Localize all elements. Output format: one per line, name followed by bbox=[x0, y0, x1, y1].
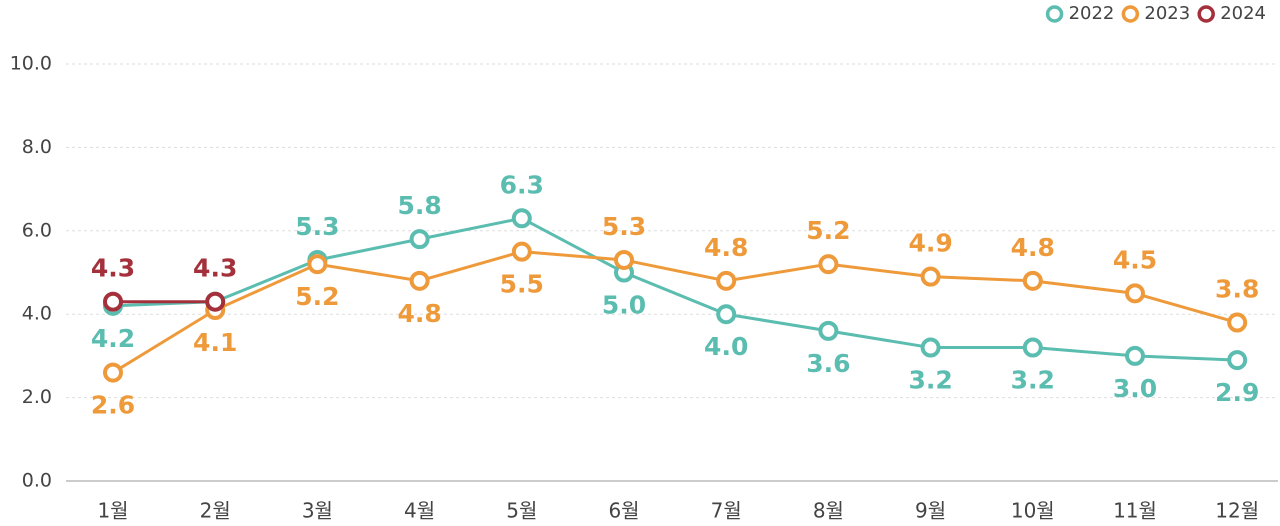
data-label: 4.1 bbox=[193, 328, 237, 357]
y-tick-label: 10.0 bbox=[10, 53, 52, 75]
data-label: 4.8 bbox=[397, 299, 441, 328]
data-label: 2.6 bbox=[91, 391, 135, 420]
point bbox=[205, 291, 226, 312]
legend-label: 2023 bbox=[1144, 3, 1190, 24]
data-label: 3.0 bbox=[1113, 374, 1157, 403]
x-tick-label: 5월 bbox=[506, 499, 537, 523]
x-tick-label: 10월 bbox=[1011, 499, 1055, 523]
data-label: 5.2 bbox=[295, 282, 339, 311]
x-tick-label: 4월 bbox=[404, 499, 435, 523]
data-label: 4.3 bbox=[193, 254, 237, 283]
y-tick-label: 8.0 bbox=[22, 136, 52, 158]
x-tick-label: 6월 bbox=[608, 499, 639, 523]
series-line bbox=[112, 216, 1238, 362]
data-label: 4.9 bbox=[908, 229, 952, 258]
data-label: 3.8 bbox=[1215, 275, 1259, 304]
data-label: 4.8 bbox=[1011, 233, 1055, 262]
point bbox=[103, 362, 123, 383]
point bbox=[1125, 345, 1145, 366]
data-label: 4.8 bbox=[704, 233, 748, 262]
data-label: 5.5 bbox=[500, 270, 544, 299]
x-tick-label: 12월 bbox=[1215, 499, 1259, 523]
data-label: 5.2 bbox=[806, 216, 850, 245]
point bbox=[716, 270, 737, 291]
series-line bbox=[112, 250, 1238, 374]
point bbox=[920, 337, 941, 358]
point bbox=[409, 270, 430, 291]
data-label: 6.3 bbox=[500, 170, 544, 199]
point bbox=[511, 241, 532, 262]
data-label: 2.9 bbox=[1215, 378, 1259, 407]
y-tick-label: 4.0 bbox=[22, 303, 52, 325]
data-label: 5.3 bbox=[602, 212, 646, 241]
y-tick-label: 2.0 bbox=[22, 386, 52, 408]
point bbox=[511, 208, 532, 229]
point bbox=[1227, 312, 1248, 333]
point bbox=[818, 254, 839, 275]
legend-marker bbox=[1197, 5, 1215, 23]
point bbox=[409, 229, 430, 250]
point bbox=[614, 249, 634, 270]
data-label: 3.6 bbox=[806, 349, 850, 378]
point bbox=[1227, 350, 1248, 371]
x-tick-label: 9월 bbox=[915, 499, 946, 523]
y-tick-label: 0.0 bbox=[22, 470, 52, 492]
x-tick-label: 2월 bbox=[200, 499, 231, 523]
point bbox=[103, 291, 123, 312]
y-tick-label: 6.0 bbox=[22, 219, 52, 241]
point bbox=[1022, 270, 1043, 291]
x-tick-label: 7월 bbox=[711, 499, 742, 523]
legend-label: 2022 bbox=[1069, 3, 1115, 24]
data-label: 3.2 bbox=[1011, 366, 1055, 395]
x-tick-label: 8월 bbox=[813, 499, 844, 523]
point bbox=[1125, 283, 1145, 304]
point bbox=[920, 266, 941, 287]
legend-marker bbox=[1045, 5, 1064, 23]
data-label: 5.8 bbox=[397, 191, 441, 220]
legend-label: 2024 bbox=[1220, 3, 1266, 24]
data-label: 3.2 bbox=[908, 366, 952, 395]
data-label: 4.2 bbox=[91, 324, 135, 353]
data-label: 4.3 bbox=[91, 254, 135, 283]
data-label: 4.0 bbox=[704, 332, 748, 361]
point bbox=[307, 254, 328, 275]
point bbox=[1022, 337, 1043, 358]
point bbox=[818, 320, 839, 341]
data-label: 4.5 bbox=[1113, 245, 1157, 274]
x-tick-label: 3월 bbox=[302, 499, 333, 523]
x-tick-label: 11월 bbox=[1113, 499, 1157, 523]
data-label: 5.3 bbox=[295, 212, 339, 241]
data-label: 5.0 bbox=[602, 291, 646, 320]
legend-marker bbox=[1121, 5, 1140, 23]
x-tick-label: 1월 bbox=[97, 499, 128, 523]
point bbox=[716, 304, 737, 325]
